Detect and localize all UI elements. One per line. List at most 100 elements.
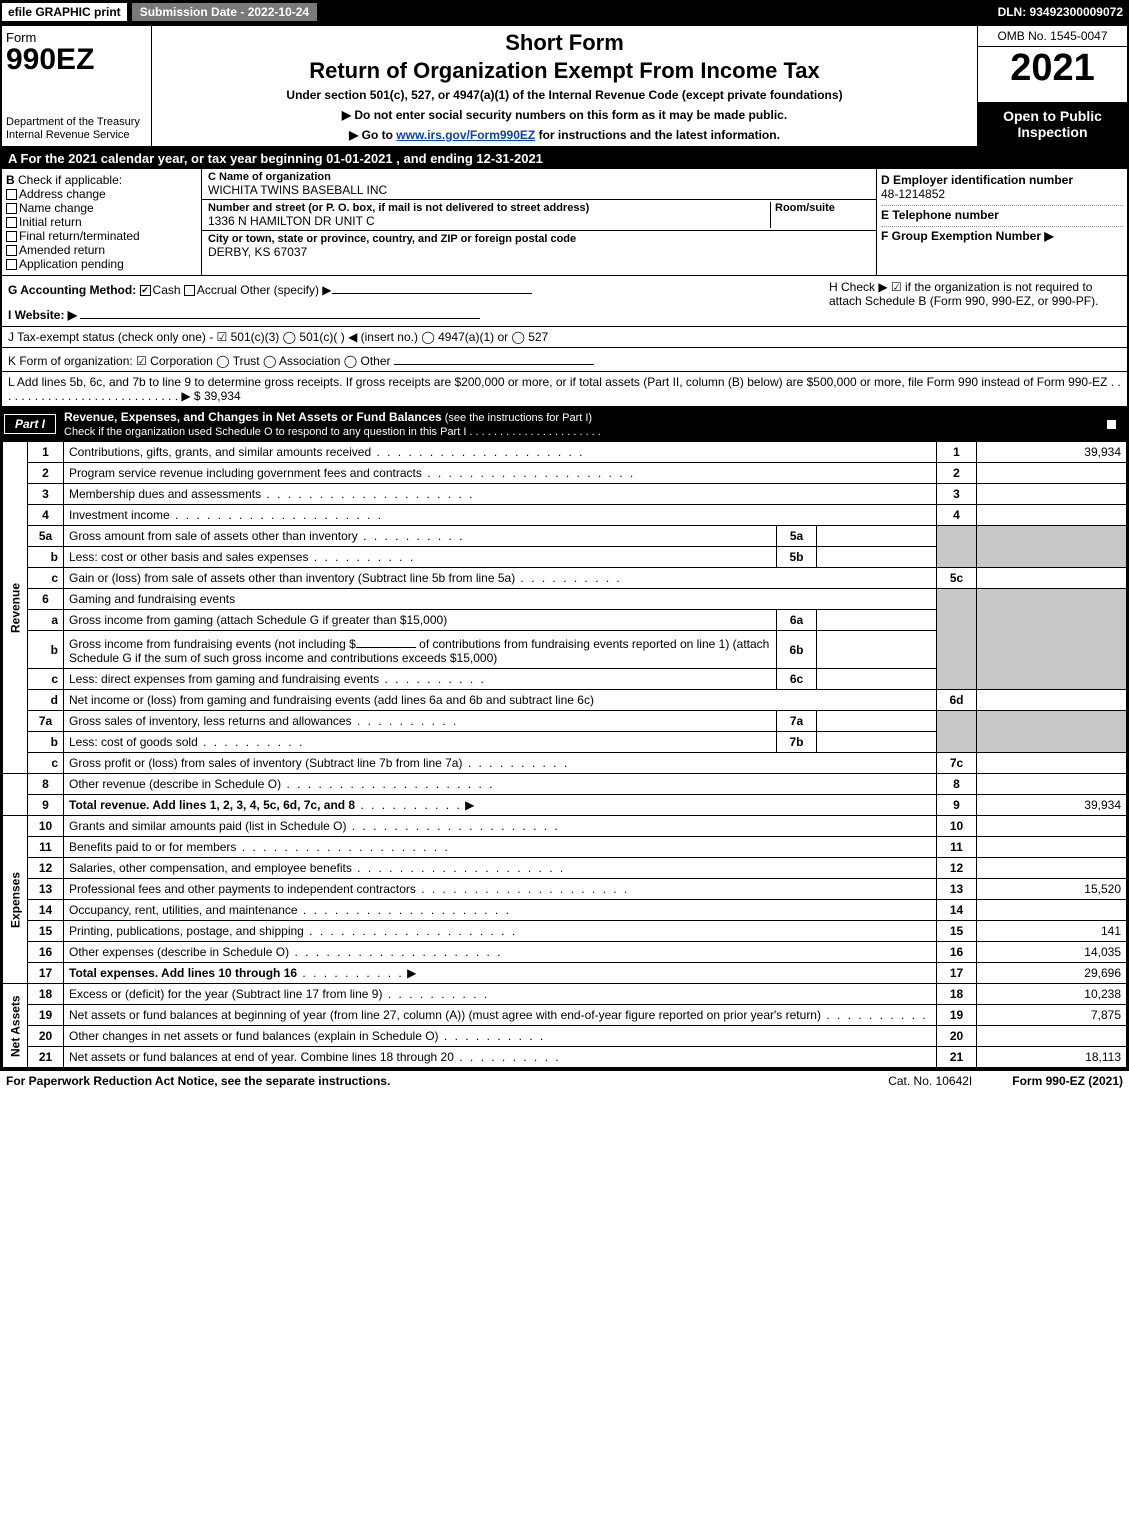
r11-desc: Benefits paid to or for members <box>64 837 937 858</box>
r1-amt: 39,934 <box>977 442 1127 463</box>
r15-amt: 141 <box>977 921 1127 942</box>
line-a: A For the 2021 calendar year, or tax yea… <box>2 148 1127 169</box>
r8-amt <box>977 774 1127 795</box>
r6d-desc: Net income or (loss) from gaming and fun… <box>64 690 937 711</box>
opt-application-pending: Application pending <box>19 257 124 271</box>
r7ab-shade <box>937 711 977 753</box>
amended-return-checkbox[interactable] <box>6 245 17 256</box>
i-label: I Website: ▶ <box>8 308 77 322</box>
efile-button[interactable]: efile GRAPHIC print <box>2 3 127 21</box>
tax-year: 2021 <box>978 47 1127 89</box>
other-method-input[interactable] <box>332 280 532 294</box>
r17-rn: 17 <box>937 963 977 984</box>
r6b-mini: 6b <box>777 631 817 669</box>
expenses-tab: Expenses <box>3 816 28 984</box>
r5b-desc: Less: cost or other basis and sales expe… <box>64 547 777 568</box>
part-1-title-text: Revenue, Expenses, and Changes in Net As… <box>64 410 442 424</box>
r6c-mini: 6c <box>777 669 817 690</box>
r17-desc: Total expenses. Add lines 10 through 16 <box>64 963 937 984</box>
r13-amt: 15,520 <box>977 879 1127 900</box>
omb-label: OMB No. 1545-0047 <box>978 26 1127 47</box>
part-1-table: Revenue 1 Contributions, gifts, grants, … <box>2 441 1127 1068</box>
r10-amt <box>977 816 1127 837</box>
r8-rn: 8 <box>937 774 977 795</box>
form-header: Form 990EZ Department of the Treasury In… <box>2 26 1127 148</box>
irs-link[interactable]: www.irs.gov/Form990EZ <box>396 128 535 142</box>
r9-amt: 39,934 <box>977 795 1127 816</box>
dln-label: DLN: 93492300009072 <box>998 5 1129 19</box>
address-change-checkbox[interactable] <box>6 189 17 200</box>
r17-amt: 29,696 <box>977 963 1127 984</box>
r6a-mini: 6a <box>777 610 817 631</box>
r6b-d1: Gross income from fundraising events (no… <box>69 637 356 651</box>
e-label: E Telephone number <box>881 208 999 222</box>
g-accrual: Accrual <box>197 283 237 297</box>
netassets-tab: Net Assets <box>3 984 28 1068</box>
r13-desc: Professional fees and other payments to … <box>64 879 937 900</box>
g-label: G Accounting Method: <box>8 283 136 297</box>
form-ref-post: (2021) <box>1085 1074 1123 1088</box>
r3-desc: Membership dues and assessments <box>64 484 937 505</box>
main-title: Return of Organization Exempt From Incom… <box>156 58 973 84</box>
r5b-num: b <box>28 547 64 568</box>
r11-rn: 11 <box>937 837 977 858</box>
r21-amt: 18,113 <box>977 1047 1127 1068</box>
r2-amt <box>977 463 1127 484</box>
r14-num: 14 <box>28 900 64 921</box>
r12-amt <box>977 858 1127 879</box>
l-value: 39,934 <box>204 389 241 403</box>
name-change-checkbox[interactable] <box>6 203 17 214</box>
submission-date-button[interactable]: Submission Date - 2022-10-24 <box>131 2 318 22</box>
part-1-subtitle: (see the instructions for Part I) <box>442 412 592 424</box>
k-row: K Form of organization: ☑ Corporation ◯ … <box>2 348 1127 372</box>
r15-num: 15 <box>28 921 64 942</box>
r6-shade <box>937 589 977 690</box>
final-return-checkbox[interactable] <box>6 231 17 242</box>
r5c-desc: Gain or (loss) from sale of assets other… <box>64 568 937 589</box>
r5ab-shade-amt <box>977 526 1127 568</box>
cash-checkbox[interactable] <box>140 285 151 296</box>
r7a-num: 7a <box>28 711 64 732</box>
r20-amt <box>977 1026 1127 1047</box>
r6-shade-amt <box>977 589 1127 690</box>
r16-rn: 16 <box>937 942 977 963</box>
schedule-o-checkbox[interactable] <box>1097 417 1127 431</box>
short-form-title: Short Form <box>156 30 973 56</box>
website-input[interactable] <box>80 305 480 319</box>
r6d-num: d <box>28 690 64 711</box>
r18-amt: 10,238 <box>977 984 1127 1005</box>
r12-desc: Salaries, other compensation, and employ… <box>64 858 937 879</box>
r7a-mini-val <box>817 711 937 732</box>
r9-desc: Total revenue. Add lines 1, 2, 3, 4, 5c,… <box>64 795 937 816</box>
open-public-badge: Open to Public Inspection <box>978 102 1127 146</box>
department-label: Department of the Treasury Internal Reve… <box>6 116 147 142</box>
r20-desc: Other changes in net assets or fund bala… <box>64 1026 937 1047</box>
r10-num: 10 <box>28 816 64 837</box>
opt-address-change: Address change <box>19 187 106 201</box>
r5c-amt <box>977 568 1127 589</box>
r6c-mini-val <box>817 669 937 690</box>
accrual-checkbox[interactable] <box>184 285 195 296</box>
r3-amt <box>977 484 1127 505</box>
form-ref-num: 990-EZ <box>1046 1074 1085 1088</box>
r1-desc: Contributions, gifts, grants, and simila… <box>64 442 937 463</box>
r4-amt <box>977 505 1127 526</box>
r7b-desc: Less: cost of goods sold <box>64 732 777 753</box>
r6b-amount-input[interactable] <box>356 634 416 648</box>
c-city-label: City or town, state or province, country… <box>208 233 870 245</box>
r14-amt <box>977 900 1127 921</box>
r15-rn: 15 <box>937 921 977 942</box>
other-org-input[interactable] <box>394 351 594 365</box>
r5ab-shade <box>937 526 977 568</box>
r20-num: 20 <box>28 1026 64 1047</box>
initial-return-checkbox[interactable] <box>6 217 17 228</box>
r21-desc: Net assets or fund balances at end of ye… <box>64 1047 937 1068</box>
r7b-mini: 7b <box>777 732 817 753</box>
r11-num: 11 <box>28 837 64 858</box>
r12-rn: 12 <box>937 858 977 879</box>
application-pending-checkbox[interactable] <box>6 259 17 270</box>
b-letter: B <box>6 173 15 187</box>
r6b-num: b <box>28 631 64 669</box>
form-id-cell: Form 990EZ Department of the Treasury In… <box>2 26 152 146</box>
org-street: 1336 N HAMILTON DR UNIT C <box>208 214 770 228</box>
